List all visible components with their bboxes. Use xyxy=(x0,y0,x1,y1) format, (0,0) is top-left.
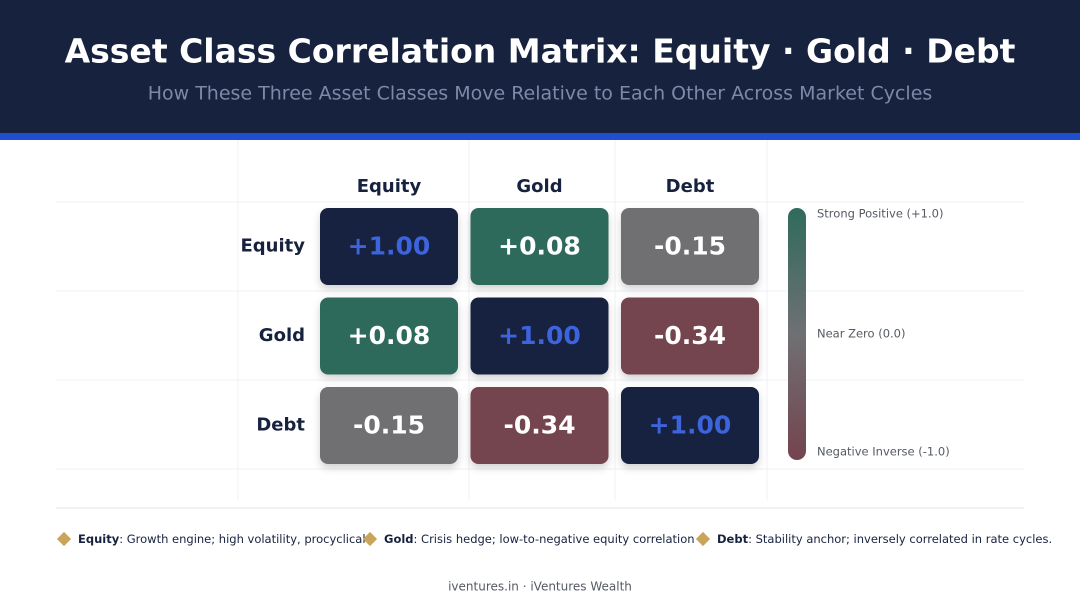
chart-title: Asset Class Correlation Matrix: Equity ·… xyxy=(65,32,1016,71)
column-label: Gold xyxy=(516,176,562,197)
row-label: Debt xyxy=(256,415,305,436)
note-name: Debt xyxy=(717,532,749,546)
cell-value-label: -0.15 xyxy=(353,411,425,440)
colorbar-label: Strong Positive (+1.0) xyxy=(817,207,943,221)
heatmap-cell xyxy=(621,297,759,375)
header-strip xyxy=(0,133,1080,140)
note-icon xyxy=(362,531,378,547)
cell-value-label: -0.34 xyxy=(503,411,575,440)
colorbar-label: Near Zero (0.0) xyxy=(817,327,906,341)
note-text: Equity: Growth engine; high volatility, … xyxy=(78,532,366,546)
heatmap-cell xyxy=(621,208,759,285)
heatmap-cell xyxy=(470,297,609,375)
heatmap-cell xyxy=(621,387,759,464)
colorbar xyxy=(788,208,806,460)
cell-value-label: -0.15 xyxy=(654,232,726,261)
column-label: Equity xyxy=(357,176,422,197)
colorbar-label: Negative Inverse (-1.0) xyxy=(817,445,950,459)
cell-value-label: -0.34 xyxy=(654,321,726,350)
cell-value-label: +1.00 xyxy=(348,232,431,261)
column-label: Debt xyxy=(666,176,715,197)
note-text: Debt: Stability anchor; inversely correl… xyxy=(717,532,1052,546)
background-grid xyxy=(56,140,1024,500)
heatmap-cell xyxy=(320,387,458,464)
note-description: : Growth engine; high volatility, procyc… xyxy=(119,532,365,546)
heatmap-cell xyxy=(470,208,609,285)
note-description: : Stability anchor; inversely correlated… xyxy=(748,532,1052,546)
heatmap-cell xyxy=(320,297,458,375)
heatmap-cell xyxy=(470,387,609,464)
cell-value-label: +1.00 xyxy=(649,411,732,440)
chart-subtitle: How These Three Asset Classes Move Relat… xyxy=(148,83,933,105)
cell-value-label: +0.08 xyxy=(498,232,581,261)
note-icon xyxy=(56,531,72,547)
heatmap-cell xyxy=(320,208,458,285)
footer: iventures.in · iVentures Wealth xyxy=(448,580,632,594)
row-label: Equity xyxy=(240,236,305,257)
note-icon xyxy=(695,531,711,547)
cell-value-label: +0.08 xyxy=(348,321,431,350)
row-label: Gold xyxy=(259,325,305,346)
cell-value-label: +1.00 xyxy=(498,321,581,350)
header-band xyxy=(0,0,1080,133)
note-text: Gold: Crisis hedge; low-to-negative equi… xyxy=(384,532,695,546)
note-name: Gold xyxy=(384,532,414,546)
note-name: Equity xyxy=(78,532,120,546)
note-description: : Crisis hedge; low-to-negative equity c… xyxy=(414,532,695,546)
